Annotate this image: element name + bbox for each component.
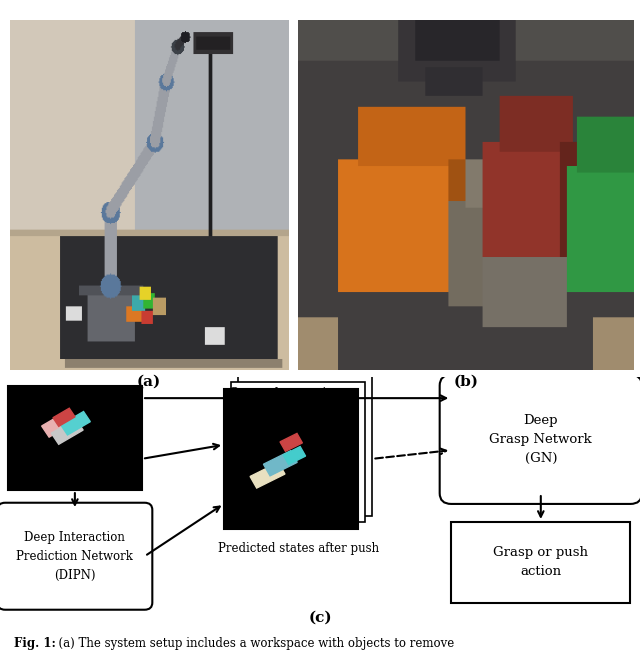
Polygon shape (53, 408, 75, 426)
Text: (a) The system setup includes a workspace with objects to remove: (a) The system setup includes a workspac… (51, 637, 454, 650)
Polygon shape (42, 412, 74, 437)
Text: Deep Interaction
Prediction Network
(DIPN): Deep Interaction Prediction Network (DIP… (17, 531, 133, 582)
Text: Grasp or push
action: Grasp or push action (493, 546, 588, 578)
Text: (c): (c) (308, 610, 332, 624)
FancyBboxPatch shape (238, 375, 372, 516)
Polygon shape (250, 462, 285, 488)
Polygon shape (61, 411, 90, 435)
Polygon shape (284, 447, 305, 464)
Text: State observation: State observation (230, 387, 342, 400)
Polygon shape (51, 419, 83, 444)
Text: (b): (b) (453, 375, 479, 388)
FancyBboxPatch shape (451, 522, 630, 603)
Text: (a): (a) (136, 375, 161, 388)
Text: Fig. 1:: Fig. 1: (14, 637, 56, 650)
Polygon shape (280, 434, 302, 451)
Text: Deep
Grasp Network
(GN): Deep Grasp Network (GN) (490, 414, 592, 465)
FancyBboxPatch shape (8, 386, 142, 490)
FancyBboxPatch shape (440, 375, 640, 504)
FancyBboxPatch shape (224, 388, 358, 529)
Polygon shape (264, 451, 297, 476)
Text: Predicted states after push: Predicted states after push (218, 542, 379, 555)
FancyBboxPatch shape (0, 503, 152, 610)
FancyBboxPatch shape (231, 382, 365, 523)
